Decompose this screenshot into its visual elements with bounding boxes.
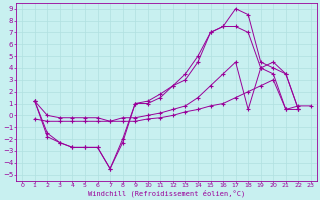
X-axis label: Windchill (Refroidissement éolien,°C): Windchill (Refroidissement éolien,°C)	[88, 190, 245, 197]
